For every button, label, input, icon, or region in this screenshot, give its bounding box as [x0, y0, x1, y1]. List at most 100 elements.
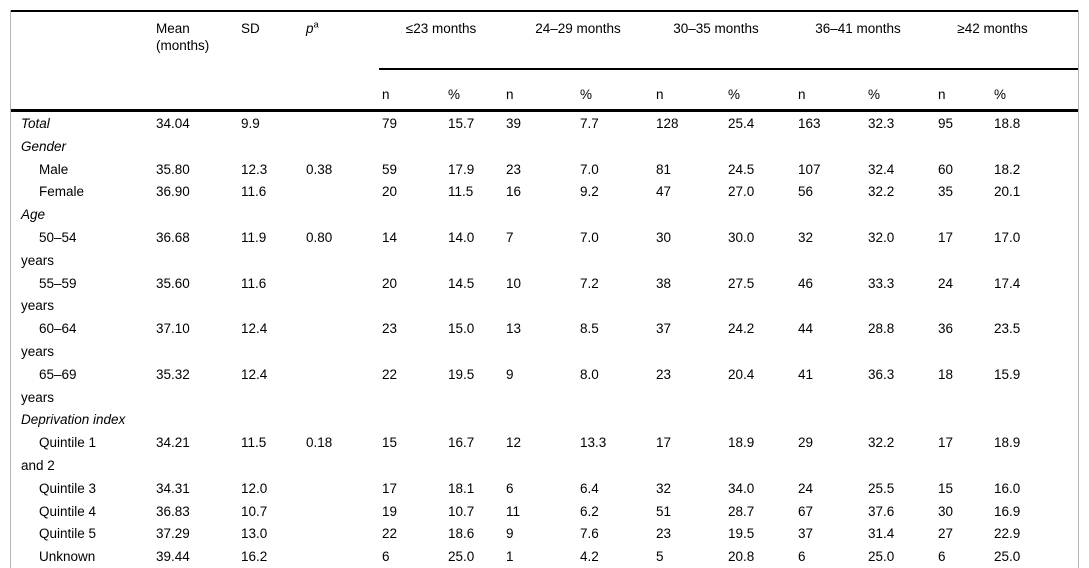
p-label: p	[306, 21, 314, 36]
pct-cell: 15.9	[994, 366, 1021, 382]
table-row: 55–59 years 35.60 11.6 20 14.5 10 7.2 38 27.5 46 3…	[11, 273, 1078, 319]
header-group-row: Mean (months) SD pa ≤23 months 24–29 mon…	[11, 11, 1079, 112]
n-cell	[653, 204, 725, 227]
n-cell: 23	[382, 321, 398, 337]
pct-cell: 17.9	[448, 161, 475, 177]
mean-cell	[153, 204, 238, 227]
n-cell: 30	[656, 229, 672, 245]
n-cell: 81	[656, 161, 672, 177]
sd-cell: 12.3	[241, 161, 268, 177]
pct-cell	[725, 136, 795, 159]
sd-cell: 11.6	[241, 275, 267, 291]
n-cell: 35	[938, 184, 954, 200]
pct-cell: 22.9	[994, 526, 1021, 542]
mean-cell	[153, 409, 238, 432]
col-header-sd: SD	[238, 11, 303, 112]
pct-cell: 27.5	[728, 275, 755, 291]
n-cell	[379, 204, 445, 227]
n-cell: 17	[938, 229, 954, 245]
n-cell: 15	[382, 435, 398, 451]
n-cell: 41	[798, 366, 814, 382]
mean-cell: 34.04	[156, 116, 190, 131]
mean-cell: 39.44	[156, 549, 190, 565]
table-header: Mean (months) SD pa ≤23 months 24–29 mon…	[11, 11, 1079, 112]
pct-cell	[445, 204, 503, 227]
n-cell: 17	[382, 480, 398, 496]
row-label: 60–64 years	[21, 321, 77, 359]
n-cell: 17	[938, 435, 954, 451]
n-cell: 22	[382, 526, 398, 542]
pct-cell: 37.6	[868, 503, 895, 519]
pct-cell: 32.2	[868, 184, 895, 200]
pct-cell: 25.0	[868, 549, 895, 565]
pct-cell: 32.2	[868, 435, 895, 451]
n-cell: 51	[656, 503, 672, 519]
p-value-cell	[303, 364, 379, 410]
sub-header-pct: %	[445, 69, 504, 112]
pct-cell: 16.9	[994, 503, 1021, 519]
n-cell: 12	[506, 435, 522, 451]
pct-cell: 27.0	[728, 184, 755, 200]
pct-cell: 28.7	[728, 503, 755, 519]
n-cell: 59	[382, 161, 398, 177]
pct-cell: 18.9	[728, 435, 755, 451]
n-cell: 13	[506, 321, 522, 337]
group-header-le-23-months: ≤23 months	[379, 11, 504, 70]
pct-cell: 13.3	[580, 435, 607, 451]
n-cell: 14	[382, 229, 398, 245]
pct-cell: 30.0	[728, 229, 755, 245]
n-cell: 23	[656, 366, 672, 382]
n-cell: 46	[798, 275, 814, 291]
pct-cell: 32.0	[868, 229, 895, 245]
table-row: Total 34.04 9.9 79 15.7 39 7.7 128 25.4 163 32.3 95…	[11, 111, 1078, 136]
n-cell: 16	[506, 184, 522, 200]
pct-cell	[577, 204, 653, 227]
pct-cell	[725, 204, 795, 227]
pct-cell: 25.0	[448, 549, 475, 565]
n-cell: 7	[506, 229, 514, 245]
pct-cell: 20.8	[728, 549, 755, 565]
p-value-cell	[303, 523, 379, 546]
p-value-cell	[303, 478, 379, 501]
pct-cell: 16.7	[448, 435, 475, 451]
n-cell	[795, 136, 865, 159]
table-row: 60–64 years 37.10 12.4 23 15.0 13 8.5 37 24.2 44 2…	[11, 318, 1078, 364]
n-cell: 22	[382, 366, 398, 382]
pct-cell	[445, 409, 503, 432]
row-label: Quintile 4	[39, 503, 97, 519]
pct-cell: 34.0	[728, 480, 755, 496]
pct-cell: 16.0	[994, 480, 1021, 496]
pct-cell	[725, 409, 795, 432]
n-cell	[795, 409, 865, 432]
n-cell: 67	[798, 503, 814, 519]
pct-cell: 6.4	[580, 480, 599, 496]
n-cell: 6	[938, 549, 946, 565]
group-header-36-41-months: 36–41 months	[795, 11, 936, 70]
statistics-table: Mean (months) SD pa ≤23 months 24–29 mon…	[11, 10, 1079, 568]
n-cell: 6	[798, 549, 806, 565]
pct-cell: 25.5	[868, 480, 895, 496]
pct-cell: 4.2	[580, 549, 599, 565]
pct-cell: 19.5	[728, 526, 755, 542]
n-cell: 128	[656, 116, 679, 131]
table-row: Quintile 3 34.31 12.0 17 18.1 6 6.4 32 34.0 24 25.…	[11, 478, 1078, 501]
n-cell	[935, 204, 991, 227]
n-cell: 17	[656, 435, 672, 451]
group-header-24-29-months: 24–29 months	[503, 11, 654, 70]
n-cell: 79	[382, 116, 398, 131]
sd-cell	[238, 204, 303, 227]
n-cell: 15	[938, 480, 954, 496]
sd-cell: 11.5	[241, 435, 267, 451]
n-cell: 24	[798, 480, 814, 496]
row-label: 55–59 years	[21, 275, 77, 314]
pct-cell: 20.1	[994, 184, 1021, 200]
n-cell: 32	[798, 229, 814, 245]
table-row: Quintile 4 36.83 10.7 19 10.7 11 6.2 51 28.7 67 37…	[11, 501, 1078, 524]
mean-cell: 36.83	[156, 503, 190, 519]
pct-cell	[445, 136, 503, 159]
n-cell: 38	[656, 275, 672, 291]
mean-cell: 37.10	[156, 321, 190, 337]
pct-cell: 17.4	[994, 275, 1021, 291]
pct-cell: 15.0	[448, 321, 475, 337]
n-cell	[935, 409, 991, 432]
